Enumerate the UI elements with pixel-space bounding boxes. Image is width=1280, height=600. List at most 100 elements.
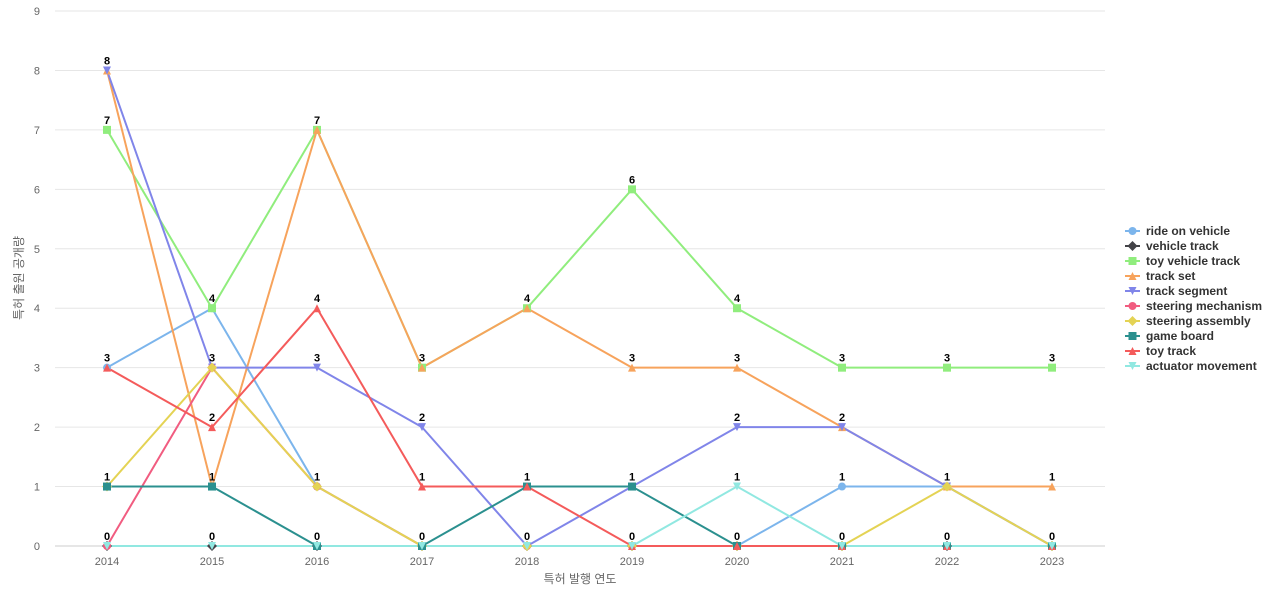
data-point [208,542,216,550]
y-axis-title: 특허 출원 공개량 [12,236,26,320]
data-label: 3 [419,353,425,365]
data-point [313,125,321,134]
data-point [208,482,216,491]
data-label: 1 [629,472,635,484]
data-point [418,363,426,372]
data-label: 1 [209,472,215,484]
legend-marker [1128,227,1137,235]
data-label: 1 [944,472,950,484]
legend-marker [1127,316,1138,326]
data-label: 0 [629,531,635,543]
data-point [523,542,531,550]
data-point [1048,482,1056,491]
data-label: 3 [629,353,635,365]
data-point [838,542,846,550]
x-tick-label: 2022 [935,556,959,568]
data-point [207,362,217,373]
data-point [418,482,426,491]
data-label: 2 [839,412,845,424]
data-point [103,482,111,491]
data-label: 2 [209,412,215,424]
data-point [312,481,322,492]
data-label: 1 [734,472,740,484]
y-axis-ticks: 0 1 2 3 4 5 6 7 8 9 [34,6,40,553]
x-tick-label: 2020 [725,556,749,568]
data-label: 3 [1049,353,1055,365]
data-label: 6 [629,174,635,186]
data-point [733,363,741,372]
legend-item-label: steering assembly [1146,314,1251,328]
data-label: 0 [419,531,425,543]
y-tick-label: 0 [34,541,40,553]
x-tick-label: 2015 [200,556,224,568]
x-tick-label: 2023 [1040,556,1064,568]
data-label: 1 [524,472,530,484]
data-label: 0 [524,531,530,543]
legend-item-label: track segment [1146,284,1227,298]
legend-item-label: actuator movement [1146,359,1257,373]
x-tick-label: 2016 [305,556,329,568]
data-point [103,363,111,372]
legend-marker [1127,241,1138,251]
data-point [313,542,321,550]
series-line [107,485,1052,547]
series-markers [102,66,1057,551]
series-line [106,70,1052,488]
y-tick-label: 7 [34,125,40,137]
series-lines [106,70,1053,547]
x-axis-ticks: 2014 2015 2016 2017 2018 2019 2020 2021 2022 2023 [95,556,1064,568]
data-point [628,185,636,194]
data-point [943,363,951,372]
data-label: 3 [839,353,845,365]
data-label: 4 [524,293,531,305]
data-point [103,125,111,134]
data-label: 3 [314,353,320,365]
legend-item-label: toy vehicle track [1146,254,1240,268]
data-label: 3 [734,353,740,365]
data-point [628,482,636,491]
data-label: 0 [734,531,740,543]
y-tick-label: 5 [34,244,40,256]
data-point [418,423,426,432]
data-point [943,542,951,550]
legend-marker [1128,347,1137,355]
data-point [1048,542,1056,550]
data-labels: 3 0 7 8 1 4 0 1 3 2 1 0 7 3 4 0 3 2 1 0 4 1 0 6 3 1 0 4 3 2 1 1 0 3 2 1 0 3 0 3… [104,55,1055,543]
data-point [313,363,321,372]
legend-item-label: toy track [1146,344,1196,358]
data-point [838,423,846,432]
legend-marker [1128,302,1137,310]
data-label: 1 [1049,472,1055,484]
x-tick-label: 2021 [830,556,854,568]
x-tick-label: 2014 [95,556,119,568]
data-point [733,482,741,491]
data-label: 4 [209,293,216,305]
legend-marker [1128,362,1137,370]
data-label: 7 [104,115,110,127]
data-label: 3 [104,353,110,365]
series-line [106,366,1052,547]
data-label: 2 [734,412,740,424]
x-tick-label: 2017 [410,556,434,568]
data-label: 0 [104,531,110,543]
data-point [838,363,846,372]
legend-item-label: track set [1146,269,1195,283]
data-label: 0 [944,531,950,543]
data-label: 1 [419,472,425,484]
data-label: 1 [314,472,320,484]
y-tick-label: 9 [34,6,40,18]
data-point [208,304,216,313]
data-point [208,423,216,432]
series-line [106,366,1053,547]
data-point [733,542,741,550]
legend-item-label: vehicle track [1146,239,1219,253]
data-label: 0 [314,531,320,543]
data-point [103,542,111,550]
data-point [523,304,531,313]
data-label: 2 [419,412,425,424]
data-point [733,304,741,313]
data-point [313,304,321,313]
data-label: 8 [104,55,110,67]
